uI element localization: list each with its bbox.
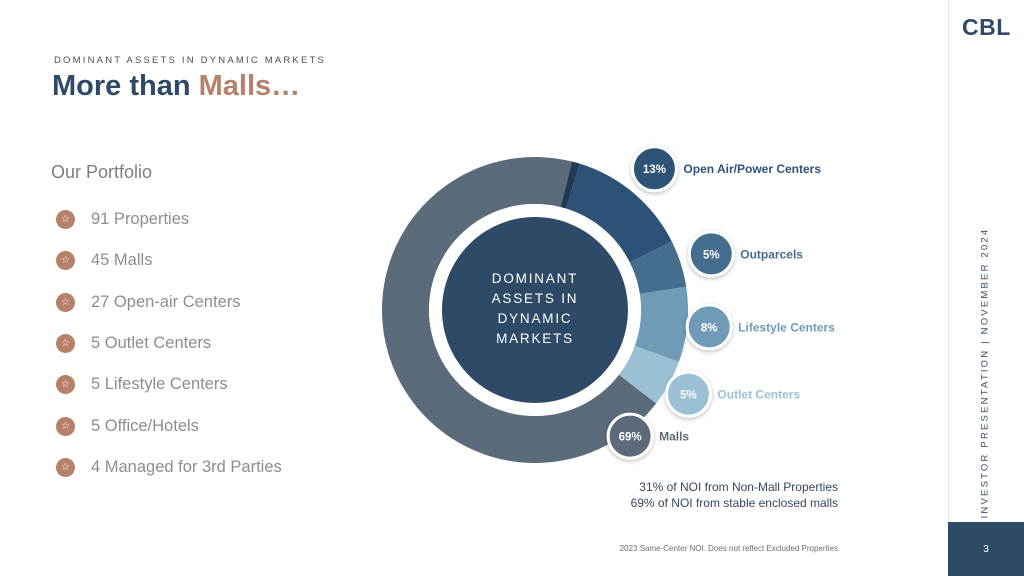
- title-accent: Malls…: [198, 70, 301, 102]
- noi-note-line: 31% of NOI from Non-Mall Properties: [639, 480, 838, 494]
- portfolio-item: ☆ 91 Properties: [56, 199, 282, 240]
- page-number: 3: [948, 522, 1024, 576]
- donut-slice: [618, 345, 679, 404]
- slice-name-label: Open Air/Power Centers: [683, 162, 821, 176]
- portfolio-item: ☆ 4 Managed for 3rd Parties: [56, 447, 282, 488]
- slide-title: More than Malls…: [52, 70, 300, 103]
- donut-slice: [565, 163, 672, 263]
- slice-value-label: 13%: [643, 164, 666, 176]
- slide-kicker: DOMINANT ASSETS IN DYNAMIC MARKETS: [54, 55, 327, 66]
- portfolio-item: ☆ 5 Office/Hotels: [56, 405, 282, 446]
- slice-value-bubble: [685, 303, 733, 351]
- star-icon: ☆: [56, 334, 75, 354]
- noi-note: 31% of NOI from Non-Mall Properties 69% …: [631, 479, 838, 511]
- donut-chart: DOMINANT ASSETS IN DYNAMIC MARKETS 13% Open A…: [382, 145, 835, 463]
- center-label-line: DOMINANT: [492, 271, 578, 286]
- donut-slice: [634, 286, 688, 362]
- slice-value-label: 8%: [701, 322, 718, 334]
- right-sidebar: [948, 0, 1024, 576]
- portfolio-item: ☆ 45 Malls: [56, 240, 282, 281]
- portfolio-item-label: 45 Malls: [91, 251, 153, 270]
- slice-value-bubble: [664, 370, 712, 418]
- star-icon: ☆: [56, 416, 75, 436]
- portfolio-heading: Our Portfolio: [51, 162, 153, 182]
- slice-value-label: 69%: [619, 432, 642, 444]
- donut-slice: [629, 241, 687, 294]
- slice-name-label: Lifestyle Centers: [738, 320, 835, 334]
- donut-slice: [382, 156, 657, 463]
- portfolio-item: ☆ 27 Open-air Centers: [56, 282, 282, 323]
- star-icon: ☆: [56, 210, 75, 230]
- slice-value-label: 5%: [680, 390, 697, 402]
- portfolio-item-label: 4 Managed for 3rd Parties: [91, 457, 282, 476]
- center-label-line: ASSETS IN: [492, 291, 579, 306]
- slice-value-bubble: [630, 145, 678, 193]
- portfolio-item-label: 27 Open-air Centers: [91, 292, 241, 311]
- portfolio-item-label: 5 Outlet Centers: [91, 334, 212, 353]
- noi-note-line: 69% of NOI from stable enclosed malls: [630, 496, 838, 510]
- footnote: 2023 Same-Center NOI. Does not reflect E…: [619, 544, 838, 553]
- portfolio-item-label: 5 Lifestyle Centers: [91, 375, 228, 394]
- center-label-line: MARKETS: [496, 331, 574, 346]
- star-icon: ☆: [56, 457, 75, 477]
- slice-value-label: 5%: [703, 249, 720, 261]
- donut-center: [442, 217, 628, 403]
- slice-value-bubble: [687, 230, 735, 278]
- portfolio-item-label: 91 Properties: [91, 210, 190, 229]
- star-icon: ☆: [56, 251, 75, 271]
- portfolio-item: ☆ 5 Lifestyle Centers: [56, 364, 282, 405]
- star-icon: ☆: [56, 292, 75, 312]
- center-label-line: DYNAMIC: [498, 311, 573, 326]
- slice-value-bubble: [606, 412, 654, 460]
- portfolio-item-label: 5 Office/Hotels: [91, 416, 199, 435]
- star-icon: ☆: [56, 375, 75, 395]
- sidebar-vertical-text: INVESTOR PRESENTATION | NOVEMBER 2024: [979, 227, 991, 519]
- cbl-logo: CBL: [962, 14, 1011, 40]
- slide: DOMINANT ASSETS IN DYNAMIC MARKETS More …: [51, 55, 838, 553]
- slice-name-label: Outparcels: [740, 247, 803, 261]
- slice-name-label: Outlet Centers: [717, 388, 800, 402]
- slice-name-label: Malls: [659, 430, 689, 444]
- portfolio-item: ☆ 5 Outlet Centers: [56, 323, 282, 364]
- donut-separator: [560, 161, 580, 209]
- title-main: More than: [52, 70, 199, 102]
- portfolio-list: ☆ 91 Properties ☆ 45 Malls ☆ 27 Open-air Ce…: [56, 199, 282, 488]
